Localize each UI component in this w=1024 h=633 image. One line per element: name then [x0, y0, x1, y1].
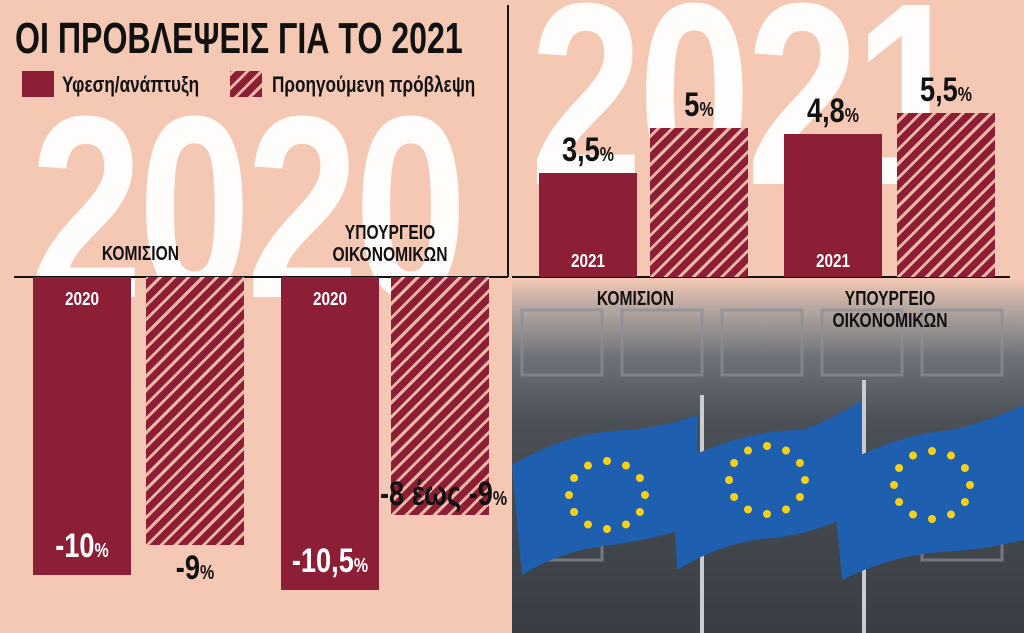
category-text: ΚΟΜΙΣΙΟΝ: [101, 243, 179, 265]
flag-star-icon: [763, 510, 771, 518]
flag-star-icon: [570, 508, 579, 516]
flag-star-icon: [795, 493, 804, 501]
data-label: -9%: [175, 549, 215, 588]
eu-flags-photo: [512, 280, 1024, 633]
bar-2020-current-1: [281, 277, 379, 590]
bar-2021-current-1: [784, 133, 882, 277]
data-label: 5%: [684, 86, 714, 124]
bar-2021-previous-1: [897, 113, 995, 277]
bar-2020-previous-0: [146, 277, 244, 546]
flag-star-icon: [928, 515, 936, 523]
flag-star-icon: [763, 442, 771, 450]
category-text: ΥΠΟΥΡΓΕΙΟ ΟΙΚΟΝΟΜΙΚΩΝ: [332, 222, 448, 266]
bar-year-label: 2020: [312, 289, 348, 309]
category-text: ΚΟΜΙΣΙΟΝ: [596, 288, 674, 310]
category-label-ministry-2021: ΥΠΟΥΡΓΕΙΟ ΟΙΚΟΝΟΜΙΚΩΝ: [810, 288, 970, 332]
flag-star-icon: [960, 498, 969, 506]
category-label-ministry-2020: ΥΠΟΥΡΓΕΙΟ ΟΙΚΟΝΟΜΙΚΩΝ: [310, 222, 470, 266]
legend-label-current: Υφεση/ανάπτυξη: [62, 72, 200, 97]
flag-star-icon: [744, 446, 752, 455]
bar-2021-previous-0: [650, 128, 748, 277]
flag-star-icon: [603, 525, 611, 533]
flag-star-icon: [603, 457, 611, 465]
flag-star-icon: [584, 461, 592, 470]
flag-star-icon: [730, 459, 739, 467]
baseline-2021: [512, 276, 1010, 278]
flag-star-icon: [895, 498, 904, 506]
data-label: 5,5%: [919, 71, 973, 110]
legend-swatch-hatched: [230, 71, 262, 97]
bar-2020-current-0: [33, 277, 131, 575]
bar-year-label: 2021: [570, 251, 606, 271]
bar-year-label: 2020: [64, 289, 100, 309]
flag-star-icon: [782, 505, 790, 514]
chart-title: ΟΙ ΠΡΟΒΛΕΨΕΙΣ ΓΙΑ ΤΟ 2021: [15, 14, 463, 63]
flag-star-icon: [928, 447, 936, 455]
flag-star-icon: [782, 446, 790, 455]
category-label-commission-2021: ΚΟΜΙΣΙΟΝ: [565, 288, 705, 310]
flag-star-icon: [895, 464, 904, 472]
legend-label-previous: Προηγούμενη πρόβλεψη: [272, 72, 476, 97]
data-label: 4,8%: [806, 91, 860, 130]
bar-year-label: 2021: [815, 251, 851, 271]
flag-star-icon: [801, 476, 809, 484]
flag-star-icon: [947, 510, 955, 519]
flag-star-icon: [909, 510, 917, 519]
flag-star-icon: [890, 481, 898, 489]
flag-star-icon: [622, 461, 630, 470]
flag-star-icon: [730, 493, 739, 501]
flag-star-icon: [725, 476, 733, 484]
panel-divider-vertical: [507, 5, 509, 277]
flag-star-icon: [795, 459, 804, 467]
flag-star-icon: [960, 464, 969, 472]
flag-star-icon: [570, 474, 579, 482]
flag-star-icon: [622, 520, 630, 529]
flag-star-icon: [635, 474, 644, 482]
flag-star-icon: [641, 491, 649, 499]
bar-2021-current-0: [539, 172, 637, 277]
flag-star-icon: [635, 508, 644, 516]
data-label: -10%: [55, 527, 109, 565]
flag-star-icon: [744, 505, 752, 514]
category-text: ΥΠΟΥΡΓΕΙΟ ΟΙΚΟΝΟΜΙΚΩΝ: [832, 288, 948, 332]
category-label-commission-2020: ΚΟΜΙΣΙΟΝ: [70, 243, 210, 265]
legend-swatch-solid: [22, 71, 54, 97]
flag-star-icon: [565, 491, 573, 499]
flag-star-icon: [966, 481, 974, 489]
data-label: -8 έως -9%: [380, 475, 508, 514]
data-label: -10,5%: [291, 541, 369, 580]
baseline-2020: [14, 276, 508, 278]
flag-star-icon: [584, 520, 592, 529]
flag-star-icon: [909, 451, 917, 460]
bar-2020-previous-1: [391, 277, 489, 516]
flag-star-icon: [947, 451, 955, 460]
data-label: 3,5%: [561, 130, 615, 169]
